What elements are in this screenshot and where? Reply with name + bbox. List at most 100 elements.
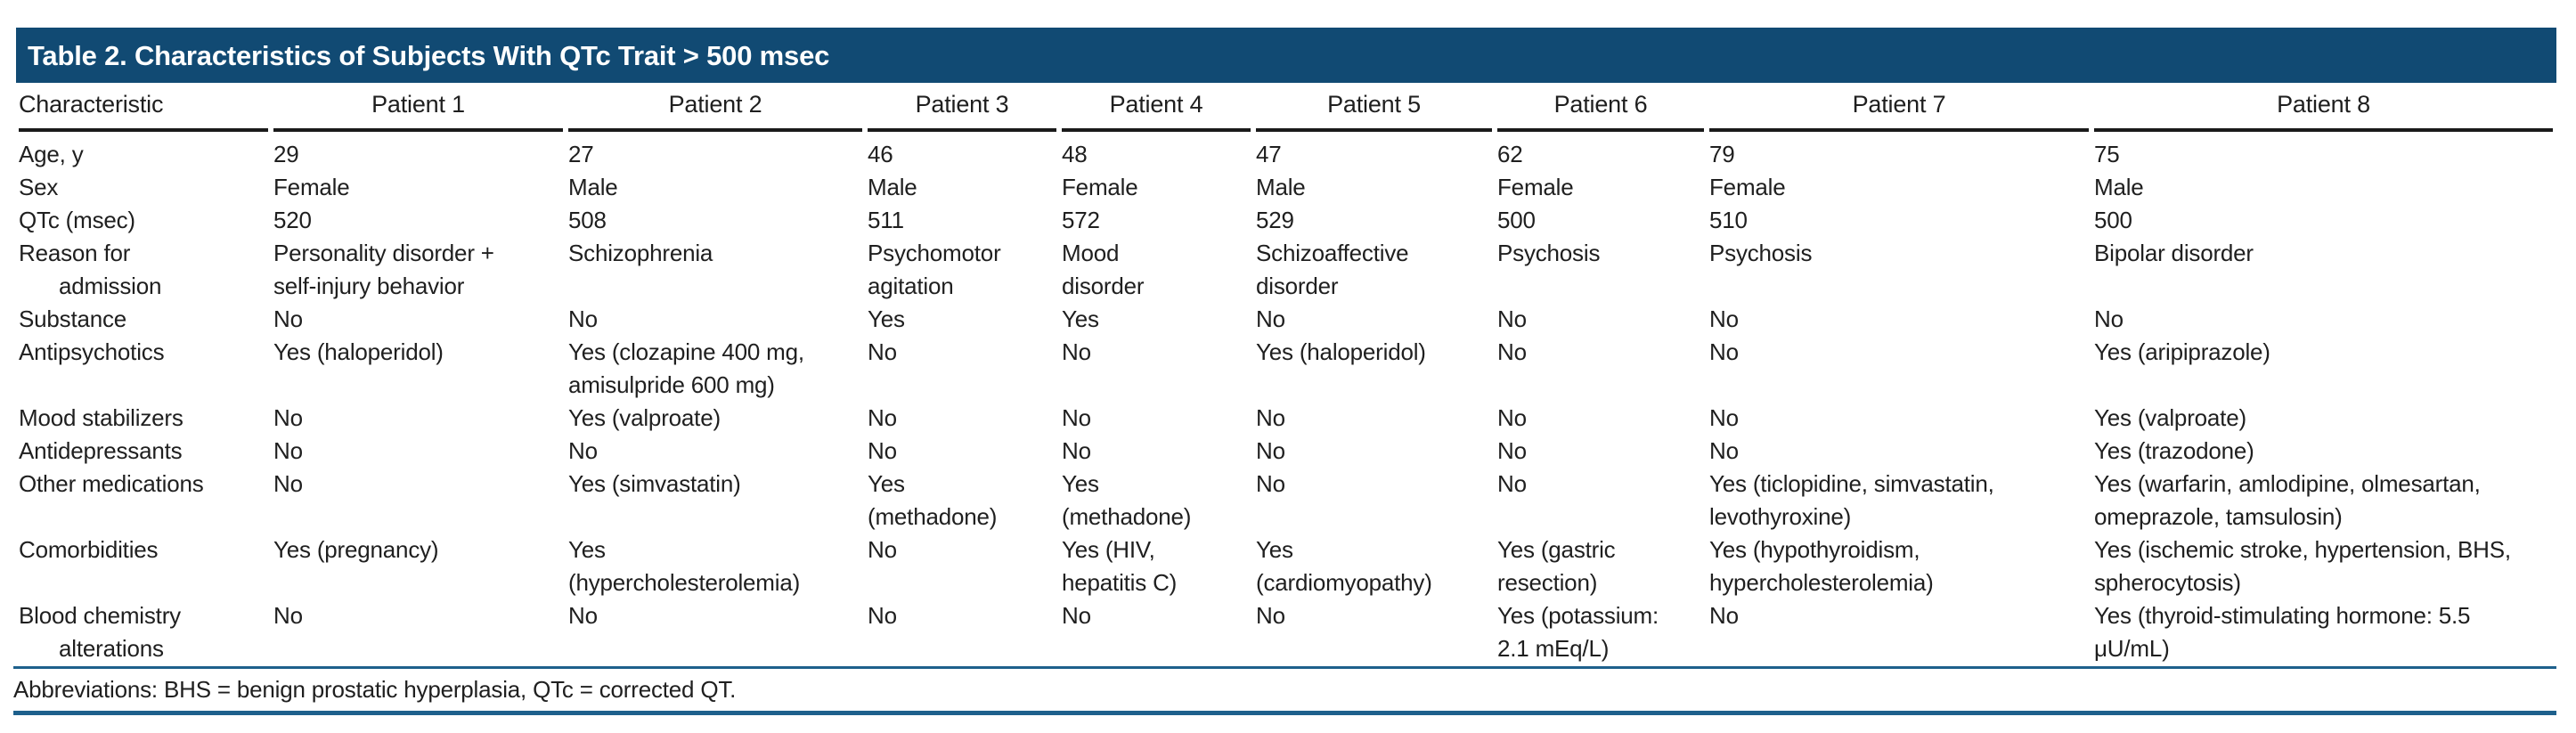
column-header-patient-6: Patient 6 [1497,85,1704,132]
bottom-rule [13,711,2556,715]
table-cell: 29 [273,141,299,167]
table-cell: No [868,602,897,629]
column-header-patient-7: Patient 7 [1709,85,2089,132]
table-cell: Male [2094,174,2144,200]
table-cell: No [273,404,303,431]
characteristics-table: Characteristic Patient 1 Patient 2 Patient … [13,85,2558,665]
column-header-patient-8: Patient 8 [2094,85,2553,132]
table-row: Blood chemistry alterations No No No No No Yes… [19,599,2553,665]
row-label: Blood chemistry alterations [19,602,181,662]
table-cell: No [1256,470,1285,497]
table-cell: Yes (methadone) [1062,470,1192,530]
abbreviations-note: Abbreviations: BHS = benign prostatic hy… [13,676,737,703]
row-label: Mood stabilizers [19,404,183,431]
table-cell: Bipolar disorder [2094,240,2254,266]
table-cell: Female [1709,174,1786,200]
table-cell: No [568,437,598,464]
table-cell: Yes (simvastatin) [568,470,741,497]
table-row: Comorbidities Yes (pregnancy) Yes (hyperch… [19,533,2553,599]
row-label: Reason for admission [19,240,162,299]
table-cell: No [273,437,303,464]
table-cell: 500 [1497,207,1536,233]
table-cell: Mood disorder [1062,240,1145,299]
table-cell: Yes (warfarin, amlodipine, olmesartan, o… [2094,470,2481,530]
table-cell: Yes (haloperidol) [1256,338,1426,365]
table-cell: Schizophrenia [568,240,713,266]
table-cell: 48 [1062,141,1088,167]
table-cell: No [868,338,897,365]
table-cell: No [1709,404,1739,431]
column-header-patient-2: Patient 2 [568,85,862,132]
row-label: Sex [19,174,59,200]
table-cell: Personality disorder + self-injury behav… [273,240,494,299]
table-cell: No [1062,338,1091,365]
table-cell: No [1062,602,1091,629]
table-cell: 46 [868,141,893,167]
table-cell: Yes [868,305,905,332]
table-row: Antidepressants No No No No No No No Yes (trazod… [19,435,2553,468]
table-cell: No [1256,437,1285,464]
table-cell: Yes (pregnancy) [273,536,439,563]
table-cell: Yes (thyroid-stimulating hormone: 5.5 μU… [2094,602,2471,662]
table-cell: No [1709,602,1739,629]
table-row: Mood stabilizers No Yes (valproate) No No No N… [19,402,2553,435]
table-cell: Yes (potassium: 2.1 mEq/L) [1497,602,1659,662]
table-cell: Yes (hypercholesterolemia) [568,536,801,596]
table-cell: No [273,602,303,629]
table-body: Age, y 29 27 46 48 47 62 79 75 Sex Female Male Male F… [19,132,2553,665]
table-cell: 27 [568,141,594,167]
table-cell: 508 [568,207,607,233]
table-cell: No [1256,602,1285,629]
table-cell: No [273,305,303,332]
column-header-patient-4: Patient 4 [1062,85,1251,132]
table-cell: Female [273,174,350,200]
table-cell: 511 [868,207,904,233]
table-row: Other medications No Yes (simvastatin) Yes … [19,468,2553,533]
table-cell: 572 [1062,207,1100,233]
table-row: Sex Female Male Male Female Male Female Female M… [19,171,2553,204]
table-cell: Yes (ticlopidine, simvastatin, levothyro… [1709,470,1994,530]
table-cell: No [2094,305,2124,332]
table-row: Antipsychotics Yes (haloperidol) Yes (cloz… [19,336,2553,402]
table-cell: Yes (haloperidol) [273,338,444,365]
column-header-patient-1: Patient 1 [273,85,563,132]
table-cell: Yes (ischemic stroke, hypertension, BHS,… [2094,536,2511,596]
table-cell: No [568,602,598,629]
table-cell: Psychosis [1709,240,1813,266]
table-cell: No [273,470,303,497]
table-cell: No [1497,437,1527,464]
table-cell: 510 [1709,207,1748,233]
table-cell: Psychomotor agitation [868,240,1001,299]
row-label: Antipsychotics [19,338,165,365]
table-cell: Yes [1062,305,1099,332]
table-cell: Schizoaffective disorder [1256,240,1409,299]
table-cell: No [1709,338,1739,365]
table-cell: No [1497,305,1527,332]
header-row: Characteristic Patient 1 Patient 2 Patient … [19,85,2553,132]
table-row: Substance No No Yes Yes No No No No [19,303,2553,336]
row-label: Age, y [19,141,84,167]
table-cell: Female [1062,174,1138,200]
table-cell: 529 [1256,207,1294,233]
column-header-patient-3: Patient 3 [868,85,1056,132]
table-cell: No [1497,338,1527,365]
table-cell: 62 [1497,141,1523,167]
table-cell: No [1062,437,1091,464]
column-header-characteristic: Characteristic [19,85,268,132]
row-label: Comorbidities [19,536,159,563]
table-cell: Yes (HIV, hepatitis C) [1062,536,1178,596]
table-cell: Yes (gastric resection) [1497,536,1616,596]
table-cell: No [868,404,897,431]
table-cell: Male [1256,174,1306,200]
table-cell: Psychosis [1497,240,1601,266]
table-cell: 47 [1256,141,1282,167]
table-cell: 520 [273,207,312,233]
table-cell: Yes (valproate) [2094,404,2246,431]
table-cell: No [1256,404,1285,431]
table-cell: No [868,536,897,563]
row-label: QTc (msec) [19,207,135,233]
table-row: Reason for admission Personality disorder… [19,237,2553,303]
table-cell: Male [568,174,618,200]
table-cell: Yes (valproate) [568,404,721,431]
table-cell: Male [868,174,917,200]
